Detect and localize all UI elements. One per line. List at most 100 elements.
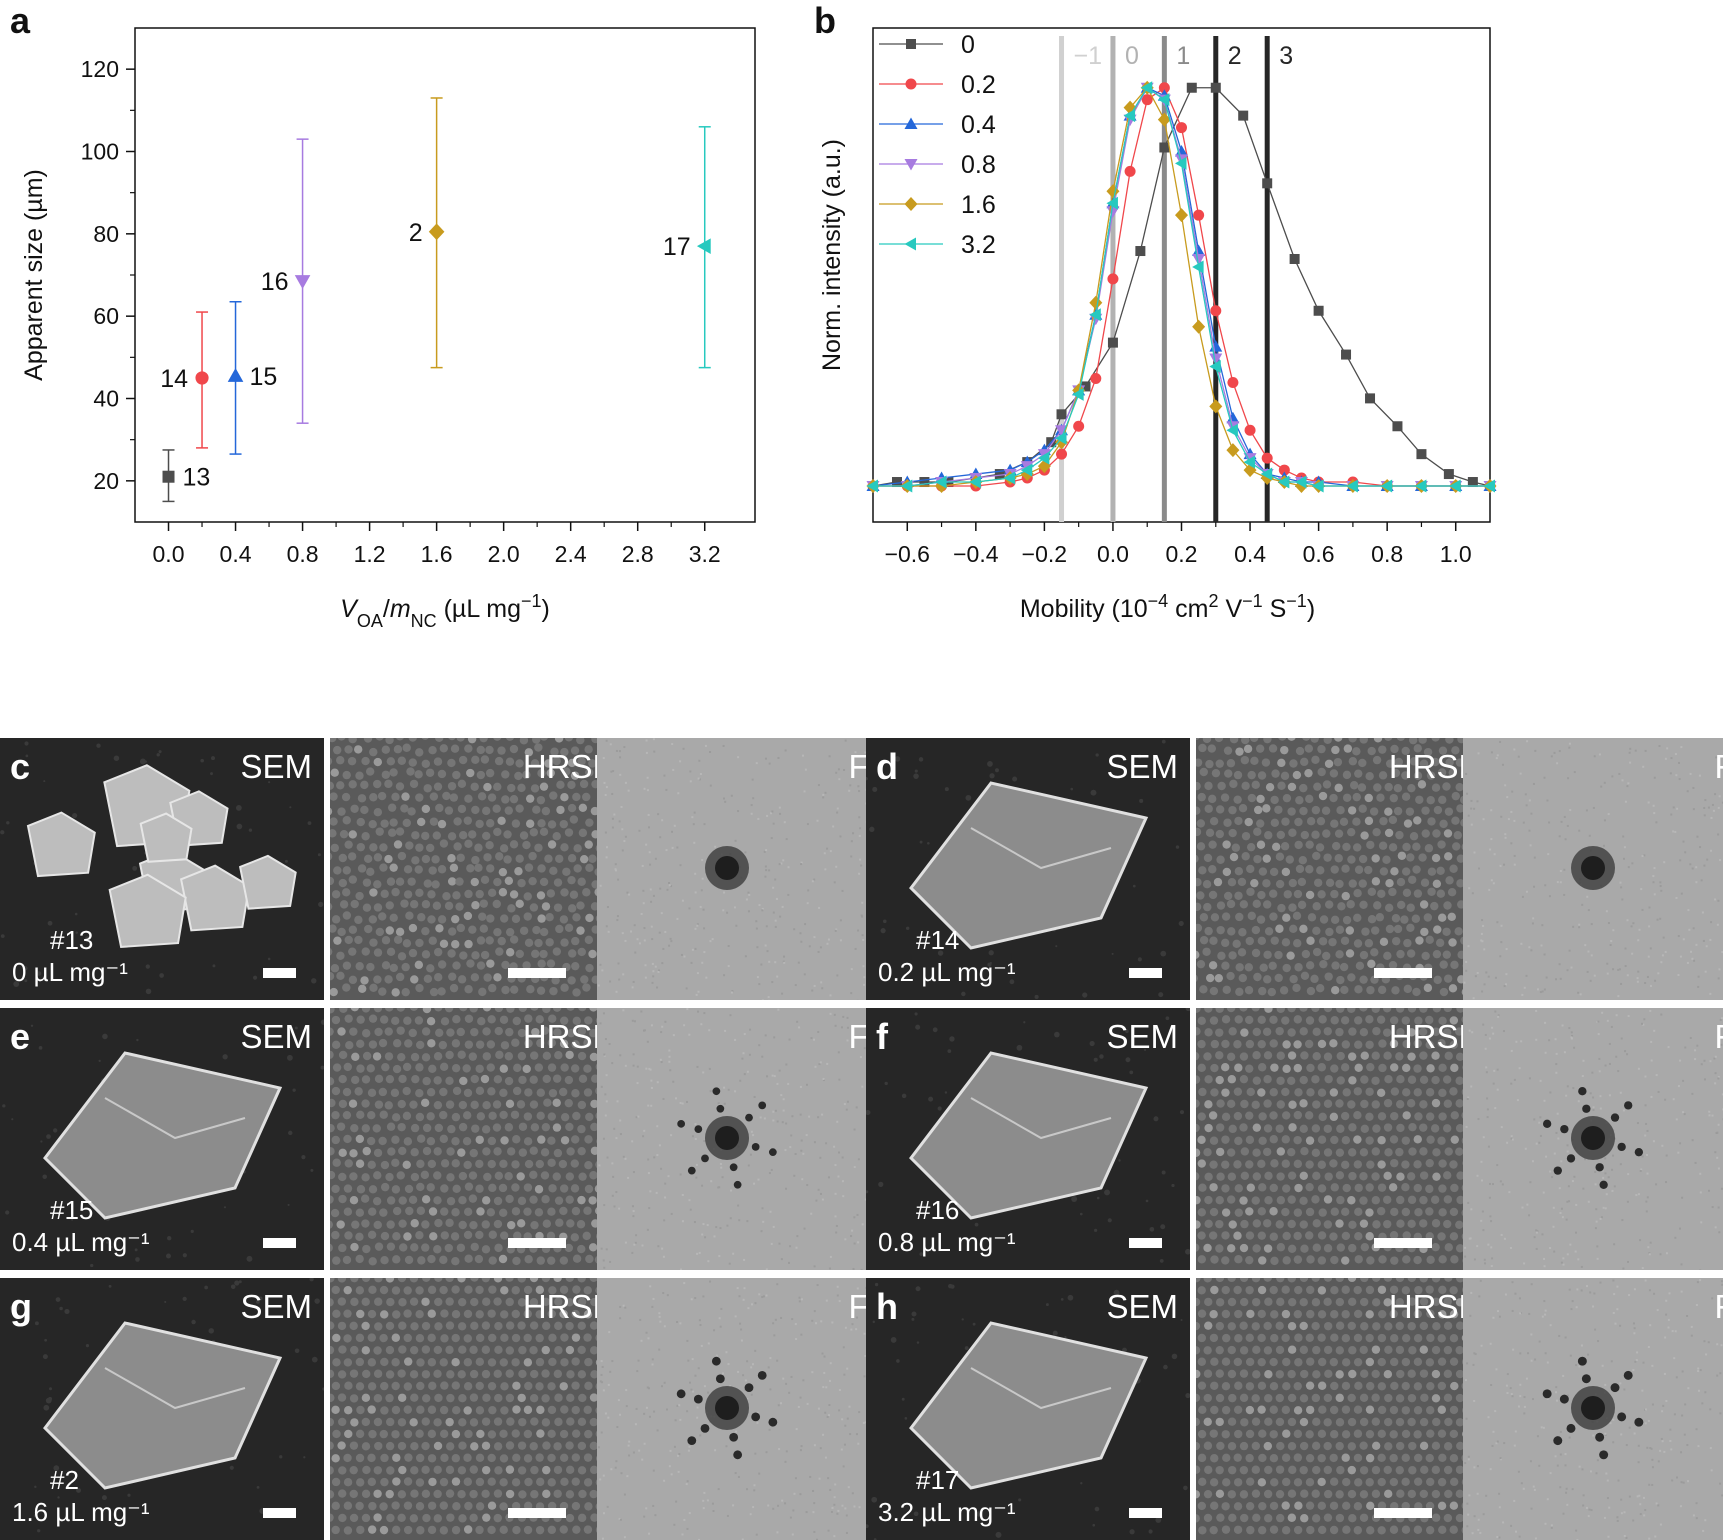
legend: 00.20.40.81.63.2: [879, 31, 996, 259]
panel-label-e: e: [10, 1016, 30, 1058]
scale-bar: [508, 968, 566, 978]
scale-bar: [1129, 1238, 1162, 1248]
scale-bar: [508, 1238, 566, 1248]
x-tick-label: 1.6: [421, 541, 453, 567]
fft-image-f: FFT: [1463, 1008, 1723, 1270]
x-tick-label: 0.2: [1166, 541, 1198, 567]
series-point: [1107, 273, 1118, 284]
series-point: [1209, 399, 1222, 413]
legend-label: 0.8: [961, 151, 996, 179]
legend-label: 0.2: [961, 71, 996, 99]
reference-line-label: 2: [1228, 42, 1242, 70]
scale-bar: [263, 1508, 296, 1518]
fft-image-h: FFT: [1463, 1278, 1723, 1540]
y-tick-label: 40: [93, 386, 119, 412]
fft-tag: FFT: [1715, 1288, 1723, 1326]
x-tick-label: 1.0: [1440, 541, 1472, 567]
sample-concentration: 3.2 µL mg⁻¹: [878, 1497, 1016, 1528]
x-tick-label: 0.0: [153, 541, 185, 567]
data-point: [163, 471, 175, 483]
panel-label-c: c: [10, 746, 30, 788]
scale-bar: [508, 1508, 566, 1518]
x-axis-label: Mobility (10−4 cm2 V−1 S−1): [1020, 591, 1315, 623]
x-tick-label: −0.2: [1022, 541, 1067, 567]
y-tick-label: 120: [81, 56, 119, 82]
x-tick-label: −0.6: [885, 541, 930, 567]
series-point: [1175, 208, 1188, 222]
sample-concentration: 0.8 µL mg⁻¹: [878, 1227, 1016, 1258]
series-point: [1341, 350, 1351, 360]
fft-image-d-graphic: [1463, 738, 1723, 1000]
sem-tag: SEM: [1106, 1288, 1178, 1326]
x-tick-label: 2.0: [488, 541, 520, 567]
sample-concentration: 1.6 µL mg⁻¹: [12, 1497, 150, 1528]
series-point: [1135, 246, 1145, 256]
series-point: [1056, 449, 1067, 460]
series-point: [1365, 393, 1375, 403]
point-label: 16: [261, 268, 289, 296]
x-tick-label: 1.2: [354, 541, 386, 567]
data-point: [697, 238, 711, 254]
sample-id: #16: [916, 1195, 959, 1226]
series-point: [1392, 421, 1402, 431]
legend-label: 0: [961, 31, 975, 59]
series-point: [1262, 453, 1273, 464]
scale-bar: [263, 1238, 296, 1248]
reference-line-label: −1: [1074, 42, 1103, 70]
legend-marker: [905, 118, 918, 130]
reference-line-label: 0: [1125, 42, 1139, 70]
legend-marker: [905, 238, 917, 251]
plot-frame: [135, 28, 755, 522]
sem-tag: SEM: [240, 1018, 312, 1056]
point-label: 14: [160, 365, 188, 393]
x-tick-label: 0.0: [1097, 541, 1129, 567]
series-point: [1192, 320, 1205, 334]
sample-concentration: 0.4 µL mg⁻¹: [12, 1227, 150, 1258]
sample-id: #2: [50, 1465, 79, 1496]
scale-bar: [1374, 1238, 1432, 1248]
sem-tag: SEM: [240, 1288, 312, 1326]
sample-concentration: 0 µL mg⁻¹: [12, 957, 128, 988]
data-point: [429, 223, 445, 240]
data-point-group: 2: [409, 98, 445, 368]
series-point: [1108, 338, 1118, 348]
series-point: [1187, 83, 1197, 93]
series-point: [1176, 122, 1187, 133]
fft-tag: FFT: [1715, 748, 1723, 786]
fft-image-f-graphic: [1463, 1008, 1723, 1270]
series-point: [1073, 421, 1084, 432]
series-point: [1193, 210, 1204, 221]
series-point: [1089, 296, 1102, 310]
sample-id: #13: [50, 925, 93, 956]
y-tick-label: 80: [93, 221, 119, 247]
data-point: [295, 275, 311, 289]
data-point-group: 15: [228, 302, 278, 454]
series-point: [1210, 305, 1221, 316]
x-tick-label: 0.4: [220, 541, 252, 567]
series-point: [1314, 306, 1324, 316]
series-point: [1238, 111, 1248, 121]
sem-tag: SEM: [240, 748, 312, 786]
sem-tag: SEM: [1106, 748, 1178, 786]
point-label: 17: [663, 233, 691, 261]
plot-frame: [873, 28, 1490, 522]
data-point-group: 13: [163, 450, 211, 501]
x-tick-label: 2.8: [622, 541, 654, 567]
sample-id: #15: [50, 1195, 93, 1226]
y-axis-label: Norm. intensity (a.u.): [818, 139, 846, 371]
legend-marker: [906, 39, 916, 49]
series-point: [1245, 425, 1256, 436]
data-point-group: 14: [160, 312, 208, 448]
scale-bar: [1129, 968, 1162, 978]
series-point: [1416, 449, 1426, 459]
sample-id: #14: [916, 925, 959, 956]
data-point: [228, 368, 244, 382]
sample-id: #17: [916, 1465, 959, 1496]
